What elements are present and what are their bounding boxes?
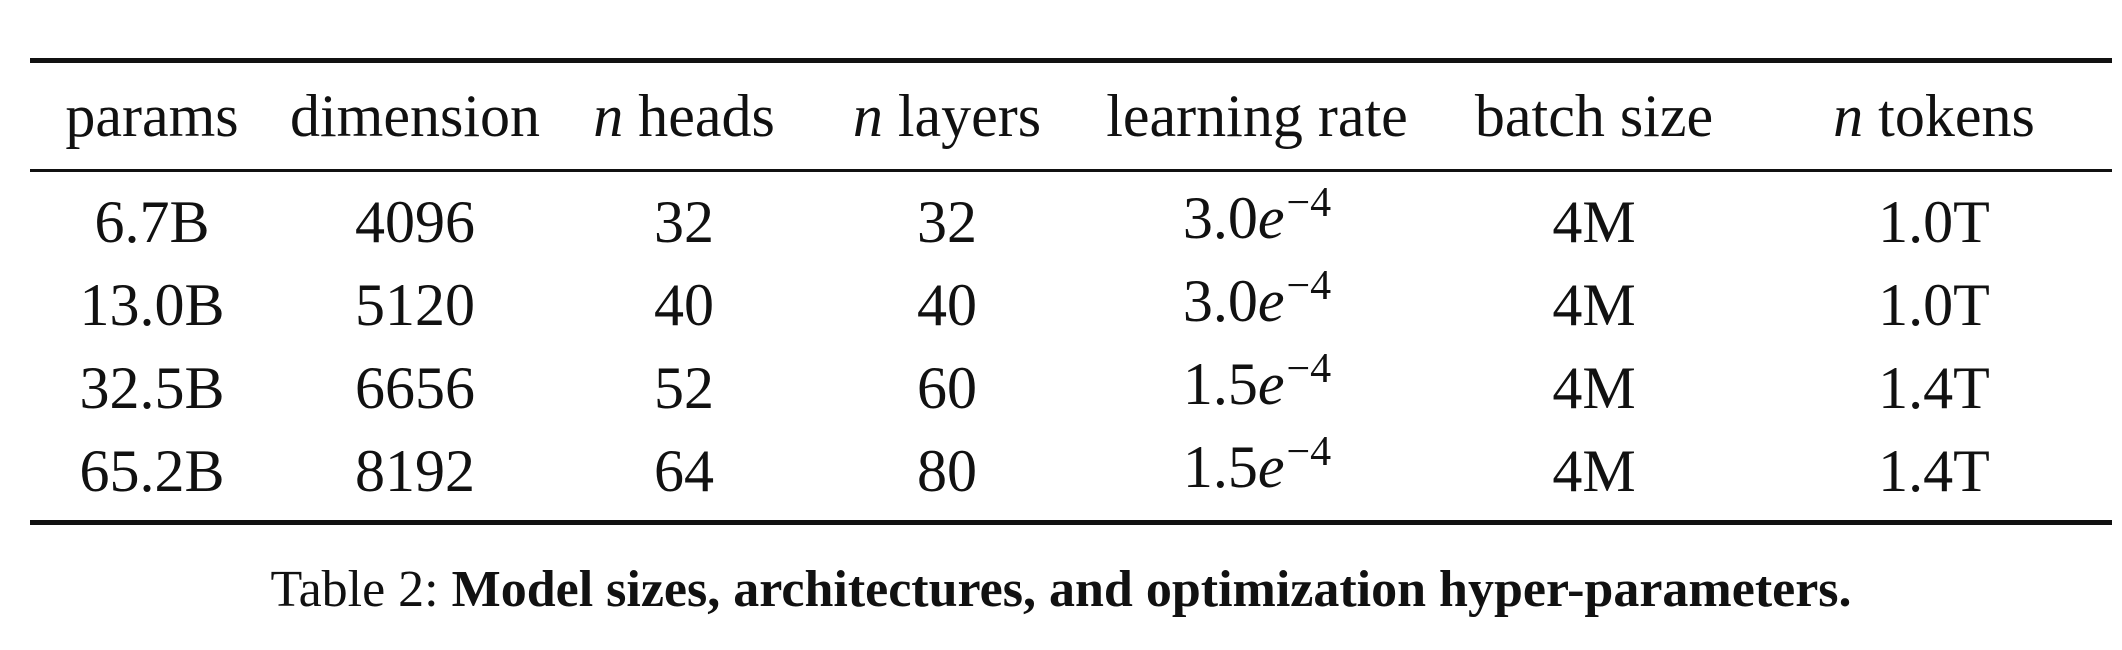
cell-learning-rate: 3.0e−4 [1182, 263, 1332, 334]
cell-params: 65.2B [79, 437, 225, 504]
cell-layers: 80 [917, 437, 977, 504]
cell-params: 32.5B [79, 354, 225, 421]
cell-tokens: 1.4T [1878, 354, 1990, 421]
cell-params: 6.7B [94, 188, 210, 255]
hyperparameter-table-container: params dimension n heads n layers learni… [30, 58, 2112, 525]
cell-tokens: 1.4T [1878, 437, 1990, 504]
cell-params: 13.0B [79, 271, 225, 338]
table-top-rule [30, 58, 2112, 63]
header-learning-rate: learning rate [1106, 83, 1408, 149]
caption-text: Model sizes, architectures, and optimiza… [451, 561, 1852, 618]
table-body: 6.7B 4096 32 32 3.0e−4 4M 1.0T 13.0B 512… [30, 172, 2112, 520]
cell-layers: 40 [917, 271, 977, 338]
table-header-rule [30, 169, 2112, 172]
cell-heads: 64 [654, 437, 714, 504]
cell-heads: 52 [654, 354, 714, 421]
table-row: 6.7B 4096 32 32 3.0e−4 4M 1.0T [30, 172, 2112, 263]
cell-layers: 60 [917, 354, 977, 421]
table-caption: Table 2: Model sizes, architectures, and… [0, 560, 2122, 620]
header-params: params [65, 83, 239, 149]
table-row: 65.2B 8192 64 80 1.5e−4 4M 1.4T [30, 429, 2112, 520]
header-n-heads: n heads [593, 83, 775, 149]
table-bottom-rule [30, 520, 2112, 525]
cell-heads: 40 [654, 271, 714, 338]
table-header: params dimension n heads n layers learni… [30, 63, 2112, 169]
cell-layers: 32 [917, 188, 977, 255]
header-batch-size: batch size [1474, 83, 1714, 149]
cell-batch-size: 4M [1552, 354, 1636, 421]
cell-learning-rate: 1.5e−4 [1182, 346, 1332, 417]
table-row: 13.0B 5120 40 40 3.0e−4 4M 1.0T [30, 263, 2112, 346]
cell-learning-rate: 1.5e−4 [1182, 429, 1332, 500]
cell-batch-size: 4M [1552, 271, 1636, 338]
header-n-tokens: n tokens [1833, 83, 2035, 149]
cell-dimension: 5120 [355, 271, 475, 338]
cell-tokens: 1.0T [1878, 271, 1990, 338]
cell-learning-rate: 3.0e−4 [1182, 180, 1332, 251]
header-row: params dimension n heads n layers learni… [30, 63, 2112, 169]
hyperparameter-table-body: 6.7B 4096 32 32 3.0e−4 4M 1.0T 13.0B 512… [30, 172, 2112, 520]
table-row: 32.5B 6656 52 60 1.5e−4 4M 1.4T [30, 346, 2112, 429]
hyperparameter-table: params dimension n heads n layers learni… [30, 63, 2112, 169]
cell-dimension: 6656 [355, 354, 475, 421]
caption-label: Table 2: [270, 561, 452, 618]
cell-batch-size: 4M [1552, 188, 1636, 255]
cell-batch-size: 4M [1552, 437, 1636, 504]
cell-tokens: 1.0T [1878, 188, 1990, 255]
header-n-layers: n layers [852, 83, 1042, 149]
cell-dimension: 8192 [355, 437, 475, 504]
cell-heads: 32 [654, 188, 714, 255]
header-dimension: dimension [290, 83, 540, 149]
cell-dimension: 4096 [355, 188, 475, 255]
